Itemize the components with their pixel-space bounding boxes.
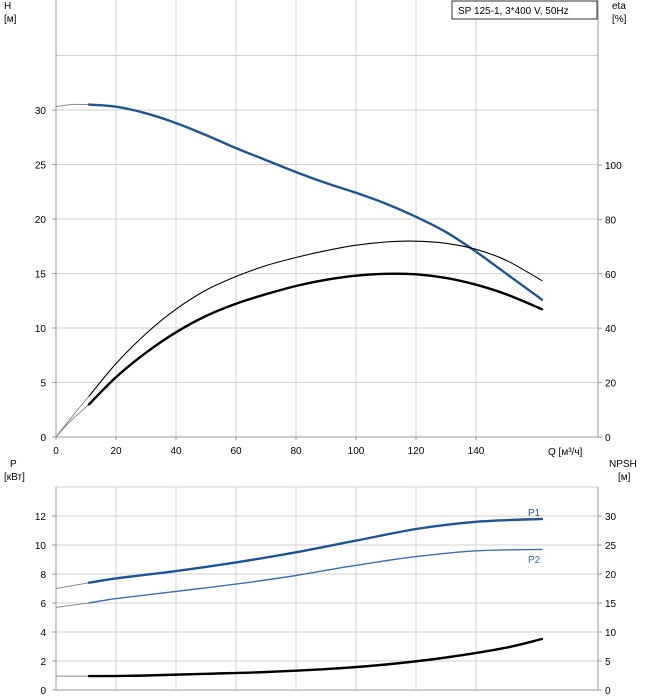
- eta-tick-label-0: 0: [605, 433, 611, 444]
- legend-box: [451, 0, 598, 20]
- npsh-tick-label-5: 5: [605, 657, 611, 668]
- bottom-left-axis-title: P: [10, 459, 17, 470]
- bottom-right-axis-unit: [м]: [618, 472, 631, 483]
- h-tick-label-20: 20: [35, 215, 47, 226]
- bottom-left-axis-unit: [кВт]: [4, 472, 25, 483]
- eta-tick-label-100: 100: [605, 161, 622, 172]
- npsh-tick-label-30: 30: [605, 512, 617, 523]
- series-label-p2: P2: [528, 555, 541, 566]
- x-tick-label-60: 60: [230, 446, 242, 457]
- bottom-right-axis-title: NPSH: [609, 459, 637, 470]
- npsh-tick-label-20: 20: [605, 570, 617, 581]
- legend: SP 125-1, 3*400 V, 50Hz: [451, 0, 598, 20]
- curve-eta-thick-extension: [55, 404, 90, 438]
- eta-tick-label-40: 40: [605, 324, 617, 335]
- npsh-tick-label-15: 15: [605, 599, 617, 610]
- h-tick-label-10: 10: [35, 324, 47, 335]
- curve-h: [87, 103, 544, 301]
- p-tick-label-2: 2: [40, 657, 46, 668]
- p-tick-label-0: 0: [40, 686, 46, 697]
- top-right-axis-unit: [%]: [612, 14, 627, 25]
- curve-npsh: [87, 637, 544, 678]
- p-tick-label-6: 6: [40, 599, 46, 610]
- curve-p1: [87, 517, 544, 584]
- series-label-p1: P1: [528, 508, 541, 519]
- h-tick-label-0: 0: [40, 433, 46, 444]
- h-tick-label-25: 25: [35, 161, 47, 172]
- top-panel-ticks: 0 20 40 60 80 100 120 140 0 5 10 15 20 25 30 0 20 40 60 80 1…: [35, 106, 622, 457]
- curve-p2: [88, 548, 543, 604]
- top-right-axis-title: eta: [612, 1, 626, 12]
- p-tick-label-4: 4: [40, 628, 46, 639]
- p-tick-label-12: 12: [35, 512, 47, 523]
- top-panel-series: [55, 103, 544, 438]
- curve-h-extension: [55, 103, 90, 108]
- npsh-tick-label-10: 10: [605, 628, 617, 639]
- curve-p2-extension: [55, 602, 90, 608]
- h-tick-label-15: 15: [35, 270, 47, 281]
- npsh-tick-label-0: 0: [605, 686, 611, 697]
- x-tick-label-140: 140: [468, 446, 485, 457]
- bottom-panel-grid: [55, 486, 599, 691]
- bottom-panel-ticks: 0 2 4 6 8 10 12 0 5 10 15 20 25 30: [35, 512, 617, 697]
- x-tick-label-20: 20: [110, 446, 122, 457]
- x-tick-label-80: 80: [290, 446, 302, 457]
- eta-tick-label-20: 20: [605, 379, 617, 390]
- x-tick-label-120: 120: [408, 446, 425, 457]
- h-tick-label-5: 5: [40, 379, 46, 390]
- eta-tick-label-80: 80: [605, 215, 617, 226]
- top-left-axis-unit: [м]: [4, 14, 17, 25]
- x-tick-label-40: 40: [170, 446, 182, 457]
- x-tick-label-0: 0: [53, 446, 59, 457]
- x-axis-label: Q [м³/ч]: [548, 447, 583, 458]
- eta-tick-label-60: 60: [605, 270, 617, 281]
- legend-text: SP 125-1, 3*400 V, 50Hz: [458, 6, 569, 17]
- curve-eta-thick: [87, 272, 544, 406]
- bottom-panel-series: [55, 517, 544, 678]
- top-left-axis-title: H: [4, 1, 11, 12]
- curve-p1-extension: [55, 582, 90, 589]
- npsh-tick-label-25: 25: [605, 541, 617, 552]
- curve-eta-thin: [88, 240, 543, 397]
- p-tick-label-10: 10: [35, 541, 47, 552]
- p-tick-label-8: 8: [40, 570, 46, 581]
- h-tick-label-30: 30: [35, 106, 47, 117]
- x-tick-label-100: 100: [348, 446, 365, 457]
- top-panel-grid: [55, 0, 599, 438]
